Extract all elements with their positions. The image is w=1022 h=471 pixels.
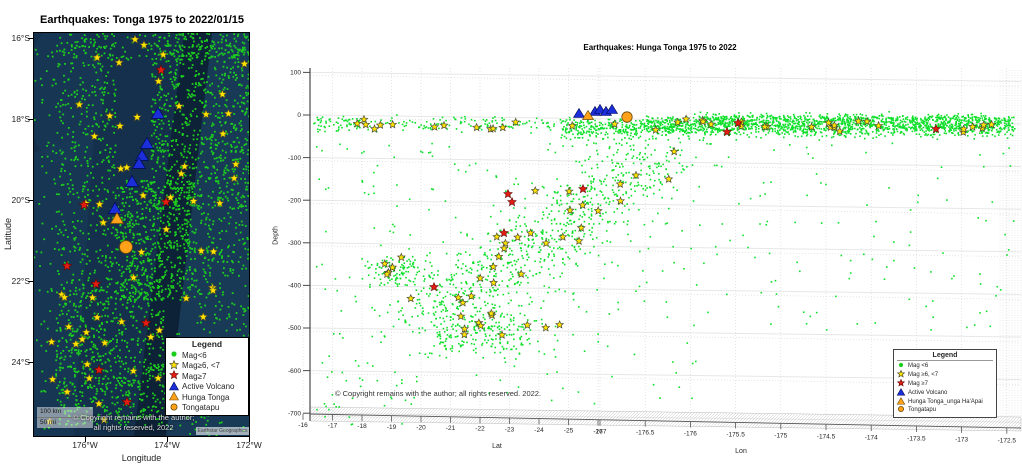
lat-tick-mark — [28, 362, 33, 363]
lon-axis-label: Lon — [735, 448, 747, 455]
legend-item-label: Active Volcano — [908, 389, 948, 396]
lon-tick-mark — [85, 437, 86, 442]
scalebar-mi: 50 mi — [37, 418, 93, 428]
legend-item-label: Mag ≥7 — [908, 380, 928, 387]
map-legend-title: Legend — [191, 339, 223, 349]
legend-item: Mag ≥7 — [894, 378, 996, 389]
legend-item: Active Volcano — [166, 381, 248, 393]
orange-triangle-icon-wrap — [166, 391, 182, 403]
blue-triangle-icon-wrap — [894, 387, 908, 398]
lat-tick-label: 22°S — [11, 276, 30, 286]
legend-item: Tongatapu — [894, 406, 996, 415]
blue-triangle-icon-wrap — [166, 381, 182, 393]
orange-circle-icon — [898, 406, 904, 413]
red-star-icon-wrap — [166, 370, 182, 382]
lon-tick-label: 172°W — [236, 440, 262, 450]
plot3d-legend: Legend Mag <6 Mag ≥6, <7 Mag ≥7 Active Volc… — [893, 349, 997, 418]
legend-item: Mag≥6, <7 — [166, 359, 248, 372]
lat-tick-mark — [28, 281, 33, 282]
lat-tick-mark — [28, 200, 33, 201]
lon-tick-label: 176°W — [72, 440, 98, 450]
plot3d-title: Earthquakes: Hunga Tonga 1975 to 2022 — [583, 43, 737, 52]
left-map-title: Earthquakes: Tonga 1975 to 2022/01/15 — [40, 14, 244, 26]
lat-tick-label: 24°S — [11, 357, 30, 367]
legend-item-label: Hunga Tonga_unga Ha'Apai — [908, 398, 983, 405]
lat-tick-label: 18°S — [11, 114, 30, 124]
map-copyright: © Copyright remains with the author; all… — [41, 413, 226, 433]
plot3d-copyright: © Copyright remains with the author; all… — [335, 389, 542, 398]
legend-item-label: Mag<6 — [182, 350, 207, 360]
orange-circle-icon-wrap — [894, 405, 908, 415]
legend-item-label: Active Volcano — [182, 382, 235, 392]
orange-triangle-icon-wrap — [894, 396, 908, 407]
legend-item: Active Volcano — [894, 387, 996, 398]
tonga-map: 100 km 50 mi © Copyright remains with th… — [33, 32, 250, 437]
orange-triangle-icon — [896, 396, 906, 405]
orange-circle-icon — [170, 403, 178, 411]
legend-item: Mag <6 — [894, 362, 996, 371]
longitude-axis-label: Longitude — [121, 453, 162, 463]
yellow-star-icon-wrap — [894, 369, 908, 380]
green-dot-icon — [171, 351, 177, 357]
legend-item: Mag≥7 — [166, 370, 248, 382]
latitude-axis-label: Latitude — [3, 217, 13, 251]
green-dot-icon — [898, 363, 904, 368]
scalebar-km: 100 km — [37, 407, 93, 418]
legend-item-label: Hunga Tonga — [182, 392, 230, 402]
map-copyright-line1: © Copyright remains with the author; — [72, 413, 195, 422]
legend-item: Hunga Tonga_unga Ha'Apai — [894, 396, 996, 407]
legend-item-label: Tongatapu — [182, 403, 220, 413]
red-star-icon-wrap — [894, 378, 908, 389]
legend-item-label: Mag ≥6, <7 — [908, 372, 939, 379]
yellow-star-icon — [168, 359, 180, 370]
map-attribution: Earthstar Geographics — [196, 427, 249, 435]
lat-tick-mark — [28, 38, 33, 39]
blue-triangle-icon — [168, 381, 180, 391]
legend-item-label: Tongatapu — [908, 407, 937, 414]
lat-tick-mark — [28, 119, 33, 120]
orange-triangle-icon — [168, 391, 180, 401]
map-legend: Legend Mag<6 Mag≥6, <7 Mag≥7 Active Volcano… — [165, 337, 249, 416]
map-scatter-layer — [34, 33, 249, 436]
red-star-icon — [169, 370, 179, 380]
orange-circle-icon-wrap — [166, 402, 182, 414]
legend-item: Mag ≥6, <7 — [894, 369, 996, 380]
legend-item-label: Mag <6 — [908, 363, 929, 370]
blue-triangle-icon — [896, 387, 906, 396]
map-copyright-line2: all rights reserved, 2022 — [93, 423, 174, 432]
legend-item: Hunga Tonga — [166, 391, 248, 403]
legend-item-label: Mag≥6, <7 — [182, 361, 220, 371]
yellow-star-icon-wrap — [166, 359, 182, 372]
lat-axis-label: Lat — [492, 443, 502, 450]
legend-item: Mag<6 — [166, 350, 248, 361]
lat-tick-label: 16°S — [11, 33, 30, 43]
map-scalebar: 100 km 50 mi — [37, 407, 93, 428]
green-dot-icon-wrap — [166, 349, 182, 361]
yellow-star-icon — [896, 369, 906, 378]
lat-tick-label: 20°S — [11, 195, 30, 205]
green-dot-icon-wrap — [894, 361, 908, 371]
plot3d-legend-title: Legend — [897, 351, 993, 361]
legend-item: Tongatapu — [166, 403, 248, 414]
depth-axis-label: Depth — [272, 226, 280, 245]
lon-tick-label: 174°W — [154, 440, 180, 450]
red-star-icon — [896, 378, 906, 387]
lon-tick-mark — [167, 437, 168, 442]
lon-tick-mark — [249, 437, 250, 442]
legend-item-label: Mag≥7 — [182, 371, 207, 381]
